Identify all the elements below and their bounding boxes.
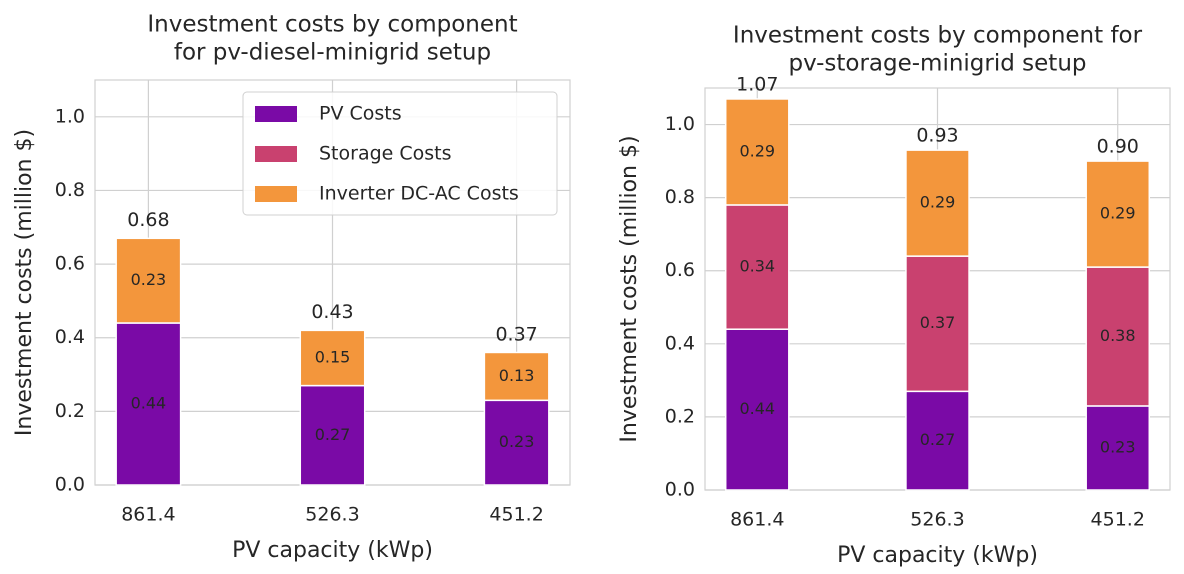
bar-segment: [115, 322, 182, 486]
total-label: 0.43: [311, 301, 353, 323]
total-label: 0.68: [127, 209, 169, 231]
legend-swatch: [255, 106, 297, 122]
y-tick-label: 1.0: [665, 113, 695, 135]
data-label: 0.29: [920, 193, 956, 212]
bar-segment: [483, 399, 550, 486]
bar-segment: [1085, 266, 1151, 407]
total-label: 0.93: [916, 125, 958, 147]
data-label: 0.44: [131, 394, 167, 413]
data-label: 0.44: [739, 399, 775, 418]
total-label: 0.90: [1097, 136, 1139, 158]
y-tick-label: 0.6: [665, 259, 695, 281]
bar-segment: [905, 390, 970, 491]
bar-segment: [724, 98, 790, 206]
x-tick-label: 526.3: [910, 509, 964, 531]
data-label: 0.27: [920, 430, 956, 449]
bar-segment: [724, 204, 790, 330]
chart: 0.0 0.2 0.4 0.6 0.8 1.0 861.4 526.3 451.2 Investm…: [12, 12, 571, 563]
legend-label: Inverter DC-AC Costs: [319, 183, 519, 205]
y-axis-label: Investment costs (million $): [12, 129, 37, 436]
bar-segment: [1085, 160, 1151, 268]
data-label: 0.34: [739, 257, 775, 276]
y-axis-label: Investment costs (million $): [617, 135, 642, 442]
data-label: 0.38: [1100, 326, 1136, 345]
legend-swatch: [255, 186, 297, 202]
legend-label: Storage Costs: [319, 143, 452, 165]
y-tick-label: 0.2: [665, 405, 695, 427]
x-tick-label: 861.4: [121, 504, 175, 526]
x-tick-label: 451.2: [489, 504, 543, 526]
bar-segment: [905, 255, 970, 393]
legend-swatch: [255, 146, 297, 162]
bar-segment: [1085, 405, 1151, 491]
x-axis-label: PV capacity (kWp): [232, 538, 433, 563]
y-tick-label: 0.8: [55, 179, 85, 201]
data-label: 0.29: [1100, 204, 1136, 223]
bar-segment: [905, 149, 970, 257]
chart-title: Investment costs by component for: [733, 23, 1143, 49]
data-label: 0.23: [1100, 437, 1136, 456]
legend-box: [242, 91, 558, 216]
total-label: 1.07: [736, 73, 778, 95]
x-axis-label: PV capacity (kWp): [837, 543, 1038, 568]
data-label: 0.13: [499, 366, 535, 385]
data-label: 0.37: [920, 313, 956, 332]
bar-segment: [724, 328, 790, 491]
y-tick-label: 0.0: [665, 479, 695, 501]
chart-title: pv-storage-minigrid setup: [788, 51, 1086, 77]
total-label: 0.37: [495, 323, 537, 345]
y-tick-label: 0.8: [665, 186, 695, 208]
chart-title: for pv-diesel-minigrid setup: [174, 40, 491, 66]
x-tick-label: 451.2: [1091, 509, 1145, 531]
chart: 0.0 0.2 0.4 0.6 0.8 1.0 861.4 526.3 451.2 Investm…: [617, 23, 1171, 568]
y-tick-label: 0.0: [55, 474, 85, 496]
bar-segment: [483, 351, 550, 402]
x-tick-label: 861.4: [730, 509, 784, 531]
data-label: 0.27: [315, 425, 351, 444]
data-label: 0.23: [131, 270, 167, 289]
y-tick-label: 0.6: [55, 253, 85, 275]
x-tick-label: 526.3: [305, 504, 359, 526]
legend-label: PV Costs: [319, 103, 402, 125]
data-label: 0.29: [739, 141, 775, 160]
bar-segment: [299, 329, 366, 387]
chart-title: Investment costs by component: [147, 12, 517, 38]
y-tick-label: 0.4: [665, 332, 695, 354]
data-label: 0.15: [315, 347, 351, 366]
y-tick-label: 1.0: [55, 105, 85, 127]
data-label: 0.23: [499, 432, 535, 451]
y-tick-label: 0.4: [55, 326, 85, 348]
y-tick-label: 0.2: [55, 400, 85, 422]
bar-segment: [115, 237, 182, 324]
